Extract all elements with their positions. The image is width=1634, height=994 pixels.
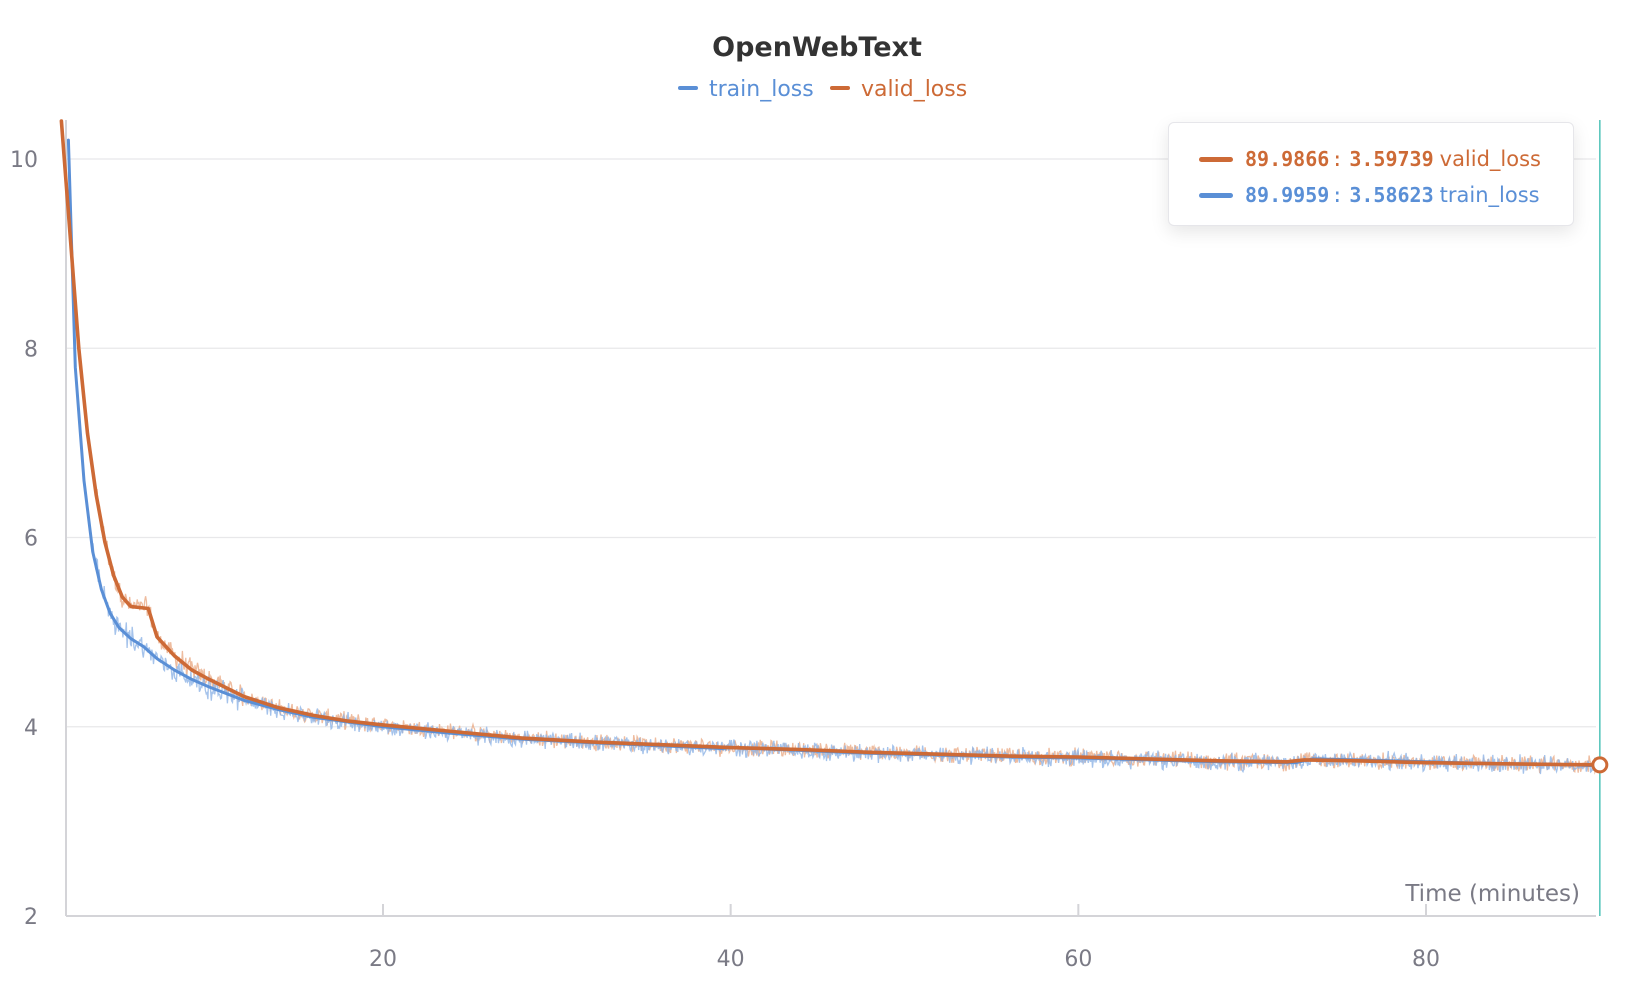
x-tick-label: 60 [1064,947,1092,972]
tooltip-swatch-train-loss [1199,192,1233,198]
y-tick-label: 8 [24,337,38,362]
y-tick-label: 10 [10,148,38,173]
x-tick-label: 40 [717,947,745,972]
tooltip-x-valid-loss: 89.9866 [1245,147,1330,171]
tooltip-y-train-loss: 3.58623 [1349,183,1434,207]
tooltip-name-train-loss: train_loss [1439,183,1540,207]
valid-loss-raw-noise [95,489,1604,775]
legend-swatch-train-loss [678,86,698,90]
series-line-train-loss [66,138,1602,768]
legend-swatch-valid-loss [830,86,850,90]
tooltip-row-train-loss: 89.9959 : 3.58623 train_loss [1199,177,1551,213]
raw-noise-band [72,315,1604,775]
legend-label-train-loss[interactable]: train_loss [709,77,814,102]
tooltip-colon: : [1331,183,1344,207]
y-tick-label: 2 [24,905,38,930]
x-tick-label: 20 [369,947,397,972]
axes: 2 4 6 8 10 20 40 60 80 [10,120,1596,972]
tooltip-row-valid-loss: 89.9866 : 3.59739 valid_loss [1199,141,1551,177]
x-tick-label: 80 [1412,947,1440,972]
tooltip-swatch-valid-loss [1199,156,1233,162]
series-line-valid-loss [59,119,1602,767]
chart-title: OpenWebText [712,32,922,63]
tooltip-x-train-loss: 89.9959 [1245,183,1330,207]
x-axis-title: Time (minutes) [1404,881,1580,907]
tooltip-y-valid-loss: 3.59739 [1349,147,1434,171]
series-lines [59,119,1602,768]
hover-cursor [1591,120,1609,916]
tooltip-name-valid-loss: valid_loss [1439,147,1542,171]
hover-tooltip: 89.9866 : 3.59739 valid_loss 89.9959 : 3… [1168,122,1574,226]
hover-point-valid-loss [1591,756,1609,774]
y-tick-label: 4 [24,716,38,741]
grid [66,158,1596,728]
train-loss-raw-noise [72,315,1604,775]
legend-label-valid-loss[interactable]: valid_loss [861,77,967,102]
legend[interactable]: train_loss valid_loss [678,77,967,102]
y-tick-label: 6 [24,527,38,552]
tooltip-colon: : [1331,147,1344,171]
